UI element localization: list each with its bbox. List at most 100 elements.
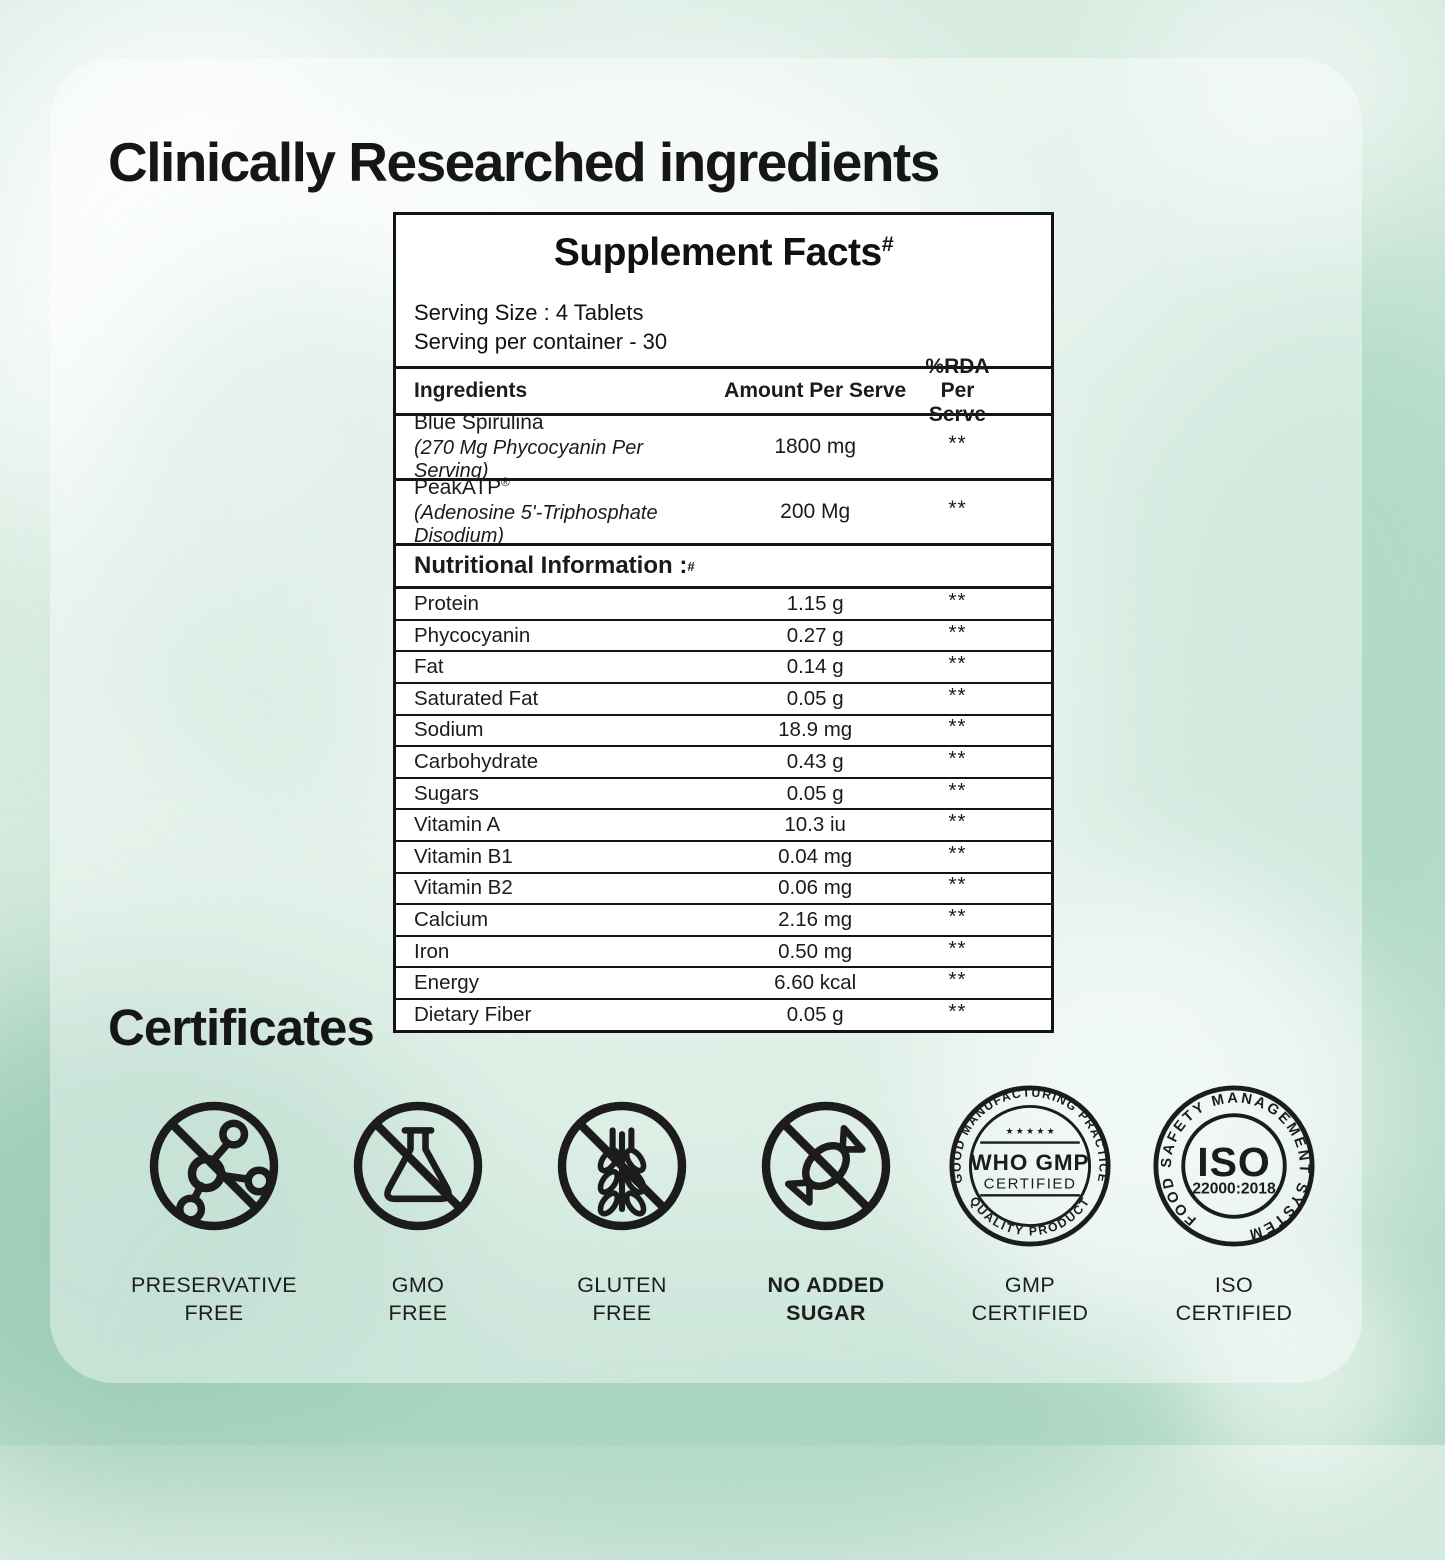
ingredient-row: Blue Spirulina (270 Mg Phycocyanin Per S…	[396, 411, 1051, 483]
gmo-free-icon	[343, 1082, 493, 1250]
nutrient-name: Phycocyanin	[414, 623, 531, 647]
nutrient-amount: 0.50 mg	[778, 939, 853, 963]
nutrient-amount: 0.04 mg	[778, 844, 853, 868]
serving-info: Serving Size : 4 Tablets Serving per con…	[396, 275, 1051, 366]
nutrient-name: Carbohydrate	[414, 749, 539, 773]
no-added-sugar-icon	[751, 1082, 901, 1250]
nutrient-row: Dietary Fiber 0.05 g **	[396, 1000, 1051, 1030]
nutrition-header: Nutritional Information : #	[396, 546, 1051, 590]
nutrient-amount: 2.16 mg	[778, 907, 853, 931]
nutrient-name: Energy	[414, 971, 479, 995]
nutrient-amount: 0.43 g	[786, 749, 844, 773]
certificate-label-line1: GLUTEN	[577, 1273, 667, 1297]
certificate-label-line2: FREE	[592, 1300, 652, 1325]
nutrient-rda: **	[948, 810, 967, 834]
column-header-amount: Amount Per Serve	[724, 379, 907, 403]
nutrient-name: Saturated Fat	[414, 686, 539, 710]
nutrient-row: Iron 0.50 mg **	[396, 937, 1051, 969]
nutrient-row: Phycocyanin 0.27 g **	[396, 621, 1051, 653]
nutrient-row: Vitamin B1 0.04 mg **	[396, 842, 1051, 874]
iso-center-line1: ISO	[1197, 1139, 1271, 1185]
nutrient-rda: **	[948, 715, 967, 739]
certificates-title: Certificates	[108, 999, 375, 1056]
certificate-label-line2: SUGAR	[786, 1300, 866, 1325]
nutrient-rda: **	[948, 652, 967, 676]
nutrient-amount: 18.9 mg	[778, 718, 853, 742]
nutrition-header-superscript: #	[687, 558, 695, 574]
nutrient-name: Dietary Fiber	[414, 1002, 532, 1026]
facts-column-headers: Ingredients Amount Per Serve %RDA Per Se…	[396, 355, 1051, 426]
gluten-free-icon	[547, 1082, 697, 1250]
ingredient-amount: 200 Mg	[780, 500, 851, 524]
serving-per-container: Serving per container - 30	[414, 328, 668, 354]
nutrient-row: Saturated Fat 0.05 g **	[396, 684, 1051, 716]
facts-title-superscript: #	[881, 232, 894, 256]
certificate-label-line2: CERTIFIED	[1175, 1300, 1293, 1325]
nutrient-amount: 0.05 g	[786, 686, 844, 710]
gmp-stars: ★ ★ ★ ★ ★	[1005, 1126, 1054, 1136]
certificate-gluten-free: GLUTEN FREE	[526, 1082, 718, 1328]
iso-certified-seal: FOOD SAFETY MANAGEMENT SYSTEM ISO 22000:…	[1151, 1082, 1317, 1250]
certificate-label-line1: PRESERVATIVE	[130, 1273, 298, 1297]
nutrient-amount: 10.3 iu	[784, 813, 846, 837]
nutrient-name: Sugars	[414, 781, 479, 805]
nutrient-row: Protein 1.15 g **	[396, 589, 1051, 621]
ingredient-rda: **	[948, 432, 967, 456]
nutrient-amount: 6.60 kcal	[774, 971, 857, 995]
nutrient-amount: 0.05 g	[786, 1002, 844, 1026]
nutrient-amount: 0.27 g	[786, 623, 844, 647]
nutrient-name: Fat	[414, 655, 444, 679]
registered-mark: ®	[501, 477, 510, 490]
nutrient-rda: **	[948, 620, 967, 644]
certificate-label-line2: CERTIFIED	[971, 1300, 1089, 1325]
ingredient-detail: (270 Mg Phycocyanin Per Serving)	[414, 437, 644, 483]
nutrient-rda: **	[948, 873, 967, 897]
nutrient-rda: **	[948, 746, 967, 770]
certificate-label-line1: ISO	[1214, 1273, 1254, 1297]
ingredient-row: PeakATP® (Adenosine 5'-Triphosphate Diso…	[396, 476, 1051, 547]
gmp-center-line1: WHO GMP	[970, 1150, 1089, 1175]
nutrient-rda: **	[948, 999, 967, 1023]
nutrient-row: Vitamin A 10.3 iu **	[396, 810, 1051, 842]
certificates-row: PRESERVATIVE FREE GMO FREE	[118, 1082, 1330, 1328]
certificate-preservative-free: PRESERVATIVE FREE	[118, 1082, 310, 1328]
column-header-rda: %RDA Per Serve	[925, 355, 990, 427]
certificate-gmp: GOOD MANUFACTURING PRACTICE QUALITY PROD…	[934, 1082, 1126, 1328]
nutrient-name: Vitamin A	[414, 813, 501, 837]
ingredient-amount: 1800 mg	[774, 435, 857, 459]
nutrient-row: Fat 0.14 g **	[396, 652, 1051, 684]
nutrient-row: Vitamin B2 0.06 mg **	[396, 873, 1051, 906]
column-header-ingredients: Ingredients	[414, 379, 528, 403]
certificate-label-line1: NO ADDED	[767, 1273, 885, 1297]
preservative-free-icon	[139, 1082, 289, 1250]
ingredient-name: Blue Spirulina	[414, 411, 544, 435]
gmp-center-line2: CERTIFIED	[984, 1175, 1077, 1192]
nutrient-amount: 0.14 g	[786, 655, 844, 679]
nutrient-rda: **	[948, 778, 967, 802]
nutrient-name: Protein	[414, 591, 479, 615]
page-title: Clinically Researched ingredients	[108, 131, 940, 193]
gmp-certified-seal: GOOD MANUFACTURING PRACTICE QUALITY PROD…	[947, 1082, 1113, 1250]
certificate-label-line2: FREE	[184, 1300, 244, 1325]
nutrient-rda: **	[948, 904, 967, 928]
nutrient-amount: 1.15 g	[786, 591, 844, 615]
nutrient-rda: **	[948, 968, 967, 992]
nutrient-name: Sodium	[414, 718, 484, 742]
certificate-iso: FOOD SAFETY MANAGEMENT SYSTEM ISO 22000:…	[1138, 1082, 1330, 1328]
certificate-no-added-sugar: NO ADDED SUGAR	[730, 1082, 922, 1328]
nutrient-name: Vitamin B1	[414, 844, 513, 868]
certificate-gmo-free: GMO FREE	[322, 1082, 514, 1328]
nutrient-row: Calcium 2.16 mg **	[396, 905, 1051, 937]
facts-title: Supplement Facts#	[396, 215, 1051, 275]
nutrient-rda: **	[948, 683, 967, 707]
nutrient-name: Vitamin B2	[414, 876, 513, 900]
nutrient-row: Sugars 0.05 g **	[396, 779, 1051, 811]
facts-title-text: Supplement Facts	[553, 231, 882, 274]
nutrient-row: Sodium 18.9 mg **	[396, 715, 1051, 748]
nutrient-name: Calcium	[414, 907, 489, 931]
serving-size: Serving Size : 4 Tablets	[414, 300, 644, 325]
certificate-label-line1: GMP	[1004, 1273, 1056, 1297]
nutrient-amount: 0.06 mg	[778, 876, 853, 900]
nutrient-rda: **	[948, 588, 967, 612]
nutrient-name: Iron	[414, 939, 450, 963]
